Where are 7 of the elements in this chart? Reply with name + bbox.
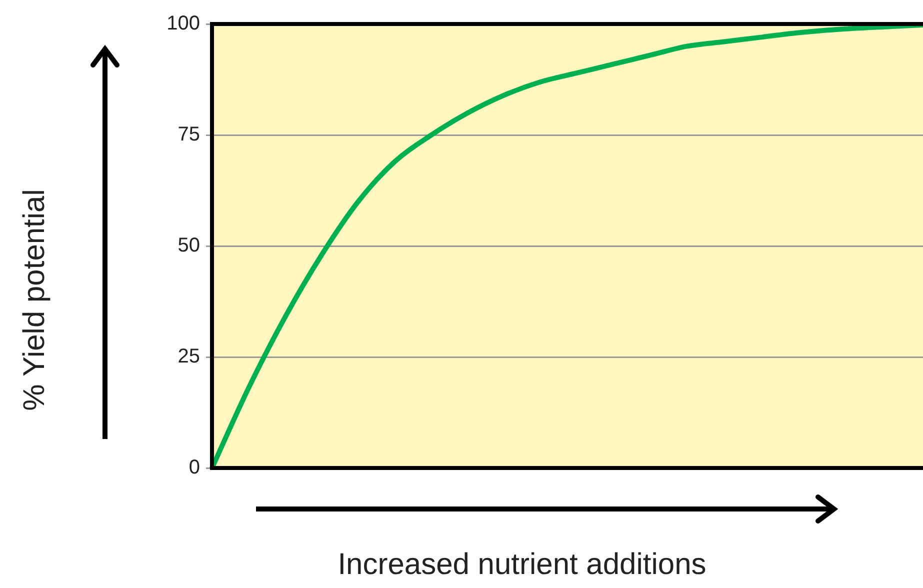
- y-axis-title: % Yield potential: [18, 189, 52, 411]
- y-tick-label: 25: [178, 346, 200, 368]
- x-axis-title: Increased nutrient additions: [336, 548, 708, 582]
- y-tick-label: 75: [178, 124, 200, 146]
- y-tick-label: 50: [178, 234, 200, 257]
- y-tick-label: 0: [188, 456, 200, 479]
- y-tick-label: 100: [166, 12, 200, 35]
